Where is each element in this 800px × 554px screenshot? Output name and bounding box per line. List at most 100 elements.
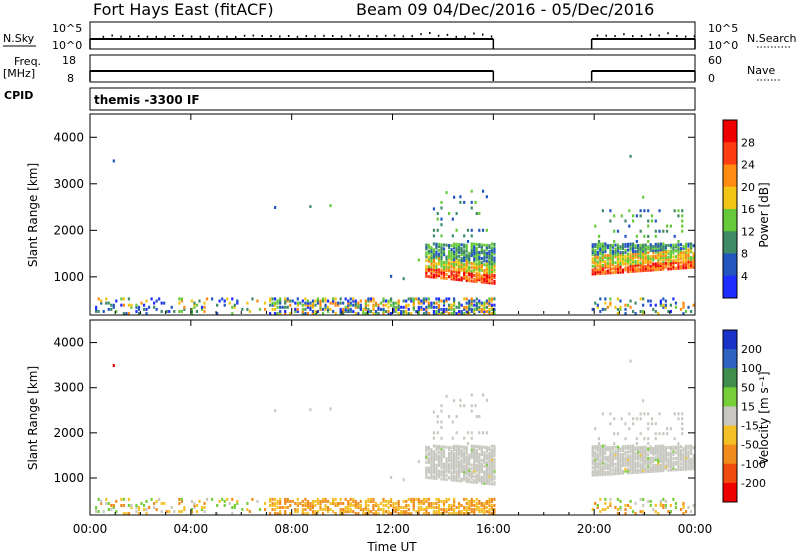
power-cell — [684, 254, 688, 258]
velocity-cell — [382, 503, 385, 507]
velocity-cell — [485, 472, 488, 476]
velocity-cell — [634, 470, 637, 474]
velocity-cell — [296, 510, 299, 514]
power-cell — [455, 258, 458, 262]
power-cell — [642, 269, 645, 273]
power-cell — [624, 250, 627, 254]
velocity-cell — [463, 445, 466, 449]
power-cell — [647, 262, 650, 266]
power-cell — [604, 265, 607, 269]
power-cell — [637, 246, 640, 250]
power-cell — [468, 261, 471, 265]
power-cell — [596, 242, 599, 246]
velocity-cell — [654, 432, 657, 436]
power-cell — [606, 263, 609, 267]
power-cell — [451, 234, 454, 238]
velocity-cell — [392, 510, 395, 514]
velocity-cell — [430, 465, 433, 469]
nsearch-point — [464, 35, 466, 38]
power-cell — [611, 259, 615, 263]
power-cell — [650, 214, 654, 218]
velocity-cell — [490, 459, 494, 463]
power-cell — [596, 303, 599, 307]
velocity-cell — [644, 466, 647, 470]
power-cell — [432, 273, 436, 277]
power-cell — [458, 272, 461, 276]
velocity-cell — [682, 446, 685, 450]
velocity-cell — [654, 422, 657, 426]
velocity-cell — [463, 468, 466, 472]
power-cell — [236, 301, 239, 305]
velocity-cell — [681, 422, 684, 426]
power-cell — [447, 267, 451, 271]
power-cell — [458, 278, 461, 282]
velocity-cell — [599, 463, 602, 467]
power-cell — [473, 268, 476, 272]
power-cell — [657, 252, 660, 256]
power-cell — [463, 268, 466, 272]
power-cell — [339, 312, 342, 316]
velocity-cell — [669, 427, 672, 431]
power-cell — [642, 247, 645, 251]
velocity-cell — [642, 510, 645, 514]
power-cell — [468, 277, 471, 281]
velocity-cell — [211, 497, 214, 501]
velocity-cell — [679, 456, 683, 460]
velocity-cell — [642, 445, 645, 449]
power-cell — [490, 252, 494, 256]
power-cell — [195, 309, 199, 313]
velocity-cell — [150, 497, 153, 501]
power-cell — [364, 303, 367, 307]
power-cell — [440, 256, 443, 260]
power-cell — [483, 278, 486, 282]
velocity-cell — [493, 471, 496, 475]
velocity-cell — [430, 468, 433, 472]
velocity-cell — [473, 469, 476, 473]
power-cell — [652, 258, 655, 262]
power-cell — [619, 264, 622, 268]
velocity-cell — [677, 417, 680, 421]
velocity-cell — [493, 480, 496, 484]
power-cell — [624, 262, 627, 266]
velocity-cell — [624, 422, 627, 426]
velocity-cell — [490, 469, 494, 473]
power-cell — [478, 299, 481, 303]
power-cell — [430, 269, 433, 273]
power-cell — [677, 251, 680, 255]
velocity-cell — [95, 510, 98, 514]
velocity-cell — [102, 510, 105, 514]
velocity-cell — [372, 499, 375, 503]
velocity-cell — [120, 497, 123, 501]
colorbar-swatch — [723, 425, 737, 446]
velocity-cell — [480, 453, 483, 457]
power-cell — [319, 301, 322, 305]
velocity-cell — [631, 465, 635, 469]
velocity-cell — [450, 508, 453, 512]
velocity-cell — [684, 444, 688, 448]
power-cell — [470, 271, 473, 275]
power-cell — [659, 299, 662, 303]
power-cell — [440, 270, 443, 274]
power-cell — [447, 243, 451, 247]
velocity-cell — [658, 432, 661, 436]
power-cell — [677, 214, 680, 218]
velocity-cell — [402, 478, 405, 482]
velocity-cell — [422, 497, 425, 501]
power-cell — [430, 301, 433, 305]
power-cell — [609, 269, 612, 273]
velocity-cell — [407, 512, 410, 516]
velocity-cell — [485, 470, 488, 474]
nsearch-point — [155, 35, 158, 38]
power-cell — [458, 244, 461, 248]
velocity-cell — [631, 461, 635, 465]
power-cell — [483, 271, 486, 275]
power-cell — [309, 205, 312, 209]
velocity-cell — [435, 465, 438, 469]
velocity-cell — [453, 510, 456, 514]
power-cell — [473, 254, 476, 258]
velocity-cell — [490, 465, 494, 469]
velocity-cell — [478, 466, 481, 470]
power-cell — [684, 242, 688, 246]
power-cell — [286, 297, 289, 301]
velocity-cell — [673, 437, 676, 441]
